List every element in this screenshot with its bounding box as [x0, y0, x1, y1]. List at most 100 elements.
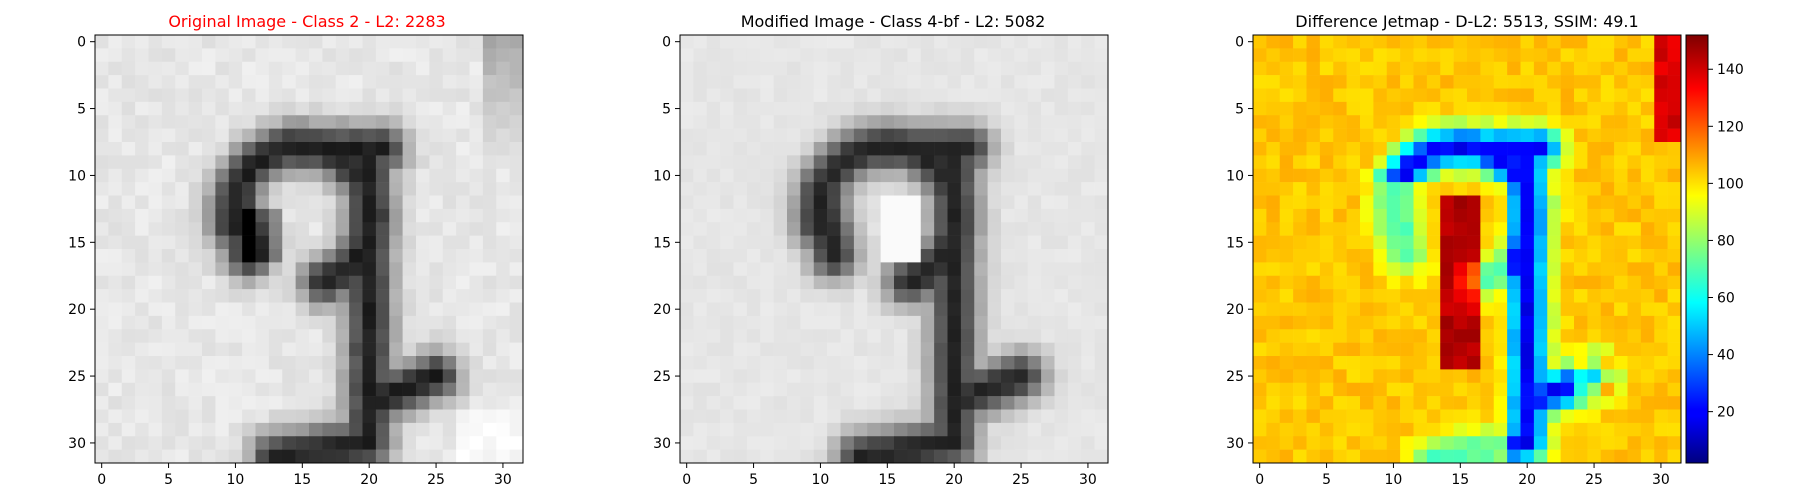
original-pixel: [228, 449, 243, 464]
original-pixel: [482, 61, 497, 76]
difference-pixel: [1426, 356, 1441, 370]
modified-pixel: [947, 275, 962, 290]
difference-pixel: [1560, 422, 1575, 437]
modified-pixel: [853, 342, 868, 357]
difference-pixel: [1560, 436, 1575, 450]
original-pixel: [242, 222, 256, 236]
modified-pixel: [907, 115, 922, 129]
difference-pixel: [1373, 449, 1388, 464]
original-pixel: [442, 235, 457, 250]
colorbar-tick-label: 100: [1717, 176, 1744, 192]
modified-pixel: [760, 289, 774, 303]
modified-pixel: [1041, 115, 1055, 129]
modified-pixel: [760, 48, 774, 63]
original-pixel: [255, 222, 270, 236]
modified-pixel: [934, 155, 948, 170]
original-pixel: [442, 48, 457, 63]
original-pixel: [416, 409, 430, 424]
difference-pixel: [1547, 342, 1561, 357]
difference-pixel: [1560, 48, 1575, 63]
difference-pixel: [1587, 208, 1602, 223]
difference-pixel: [1279, 369, 1294, 384]
difference-pixel: [1346, 289, 1361, 303]
modified-pixel: [773, 436, 788, 450]
difference-pixel: [1373, 101, 1388, 116]
modified-pixel: [947, 128, 962, 143]
original-pixel: [135, 48, 149, 63]
modified-pixel: [853, 275, 868, 290]
difference-pixel: [1453, 396, 1468, 410]
original-pixel: [95, 155, 109, 170]
modified-pixel: [787, 329, 801, 343]
difference-pixel: [1413, 101, 1428, 116]
original-pixel: [389, 369, 403, 384]
difference-pixel: [1373, 222, 1388, 236]
original-pixel: [349, 249, 363, 263]
modified-pixel: [867, 75, 881, 89]
modified-pixel: [693, 449, 708, 464]
modified-pixel: [1067, 101, 1082, 116]
difference-pixel: [1453, 115, 1468, 129]
modified-pixel: [1054, 182, 1069, 196]
difference-pixel: [1333, 369, 1347, 384]
original-pixel: [322, 88, 337, 103]
modified-pixel: [760, 356, 774, 370]
modified-pixel: [733, 382, 748, 397]
original-pixel: [95, 61, 109, 76]
modified-pixel: [987, 142, 1002, 156]
modified-pixel: [693, 422, 708, 437]
x-tick-label: 15: [878, 472, 896, 488]
difference-pixel: [1386, 329, 1401, 343]
modified-pixel: [934, 142, 948, 156]
modified-pixel: [853, 182, 868, 196]
original-pixel: [375, 35, 390, 49]
difference-pixel: [1480, 342, 1495, 357]
modified-pixel: [1094, 396, 1109, 410]
modified-pixel: [827, 369, 841, 384]
original-pixel: [442, 222, 457, 236]
difference-pixel: [1333, 262, 1347, 277]
modified-pixel: [934, 315, 948, 330]
modified-pixel: [907, 436, 922, 450]
difference-pixel: [1640, 182, 1655, 196]
difference-pixel: [1266, 155, 1281, 170]
original-pixel: [135, 101, 149, 116]
modified-pixel: [947, 329, 962, 343]
modified-pixel: [867, 449, 881, 464]
difference-pixel: [1333, 195, 1347, 210]
difference-pixel: [1667, 436, 1682, 450]
modified-pixel: [746, 142, 761, 156]
y-tick-label: 30: [653, 436, 671, 452]
original-pixel: [442, 182, 457, 196]
difference-pixel: [1547, 222, 1561, 236]
modified-pixel: [1014, 101, 1029, 116]
original-pixel: [188, 101, 203, 116]
difference-pixel: [1654, 369, 1668, 384]
difference-pixel: [1386, 382, 1401, 397]
difference-pixel: [1413, 396, 1428, 410]
difference-pixel: [1480, 142, 1495, 156]
modified-pixel: [1041, 182, 1055, 196]
modified-pixel: [1094, 168, 1109, 183]
original-pixel: [175, 396, 189, 410]
difference-pixel: [1533, 329, 1548, 343]
modified-pixel: [987, 382, 1002, 397]
modified-pixel: [693, 182, 708, 196]
modified-pixel: [947, 315, 962, 330]
modified-pixel: [920, 168, 935, 183]
difference-pixel: [1480, 369, 1495, 384]
modified-pixel: [1067, 61, 1082, 76]
original-pixel: [402, 409, 417, 424]
difference-pixel: [1413, 195, 1428, 210]
original-pixel: [148, 436, 163, 450]
difference-pixel: [1440, 195, 1454, 210]
difference-pixel: [1600, 289, 1615, 303]
modified-pixel: [706, 275, 721, 290]
original-pixel: [389, 302, 403, 317]
original-pixel: [95, 382, 109, 397]
difference-pixel: [1574, 275, 1588, 290]
original-pixel: [95, 35, 109, 49]
modified-pixel: [947, 382, 962, 397]
modified-pixel: [733, 329, 748, 343]
modified-pixel: [827, 182, 841, 196]
